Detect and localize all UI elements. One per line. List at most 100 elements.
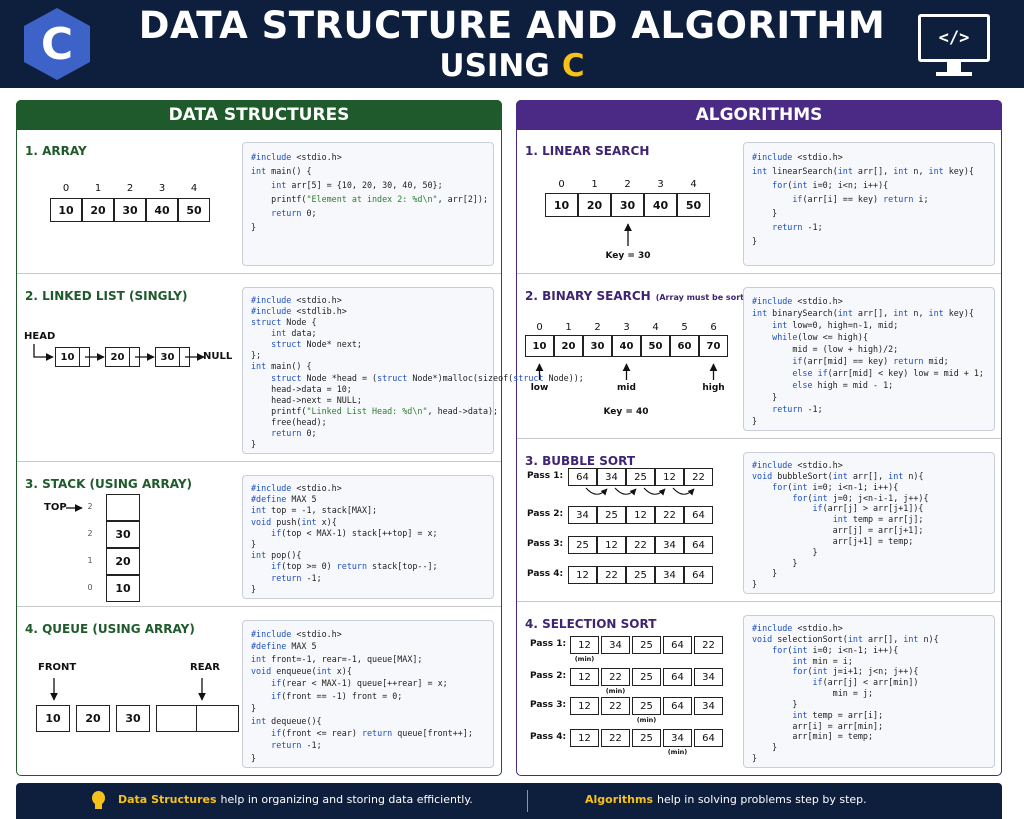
section-title: 4. SELECTION SORT <box>525 617 656 631</box>
code-token: free(head); <box>251 416 327 427</box>
min-note: (min) <box>605 687 626 695</box>
code-token: MAX 5 <box>286 494 317 505</box>
pass-label: Pass 2: <box>527 509 564 519</box>
code-token <box>251 328 271 338</box>
cell: 30 <box>114 198 146 222</box>
code-line: #include <stdio.h> <box>251 483 342 494</box>
code-token: int <box>772 320 788 330</box>
code-token: int <box>752 308 768 318</box>
code-token: } <box>251 438 257 449</box>
code-line: arr[j] = arr[j+1]; <box>752 525 924 536</box>
code-line: return -1; <box>251 739 321 751</box>
code-token: low=0, high=n-1, mid; <box>787 320 899 330</box>
cell: 50 <box>641 335 670 357</box>
code-line: for(int j=0; j<n-i-1, j++){ <box>752 493 928 504</box>
pointer-label: low <box>530 383 549 393</box>
code-token <box>251 691 271 701</box>
code-token <box>752 180 772 190</box>
code-token <box>752 645 772 655</box>
cell: 25 <box>632 729 661 747</box>
index-label: 1 <box>591 179 598 190</box>
code-token <box>752 356 792 366</box>
code-token: if <box>271 727 282 738</box>
code-token: struct <box>251 317 282 328</box>
bulb <box>92 791 105 805</box>
cell: 64 <box>663 697 692 715</box>
header-bar <box>0 0 1024 88</box>
code-token: <stdio.h> <box>792 460 843 470</box>
pass-label: Pass 4: <box>530 732 567 742</box>
code-token: if <box>812 503 823 514</box>
index-label: 2 <box>126 183 134 194</box>
code-line: struct Node* next; <box>251 339 362 350</box>
code-line: return 0; <box>251 206 316 220</box>
cell: 22 <box>626 536 655 554</box>
code-token: -1; <box>301 572 322 583</box>
code-token: #define <box>251 494 287 505</box>
pass-label: Pass 3: <box>530 700 567 710</box>
code-token: } <box>251 222 257 232</box>
cell: 40 <box>612 335 641 357</box>
code-line: return 0; <box>251 427 317 439</box>
code-token <box>251 208 271 218</box>
cell: 22 <box>601 697 630 715</box>
code-line: if(arr[j] > arr[j+1]){ <box>752 503 924 514</box>
cell: 64 <box>684 506 713 524</box>
cell: 64 <box>663 668 692 686</box>
cell: 40 <box>644 193 677 217</box>
index-label: 2 <box>87 529 93 538</box>
cell: 22 <box>684 468 713 486</box>
code-token: (top >= 0) <box>281 561 337 572</box>
code-token: int <box>251 361 267 372</box>
code-token: int <box>792 644 808 655</box>
code-token: Node* next; <box>301 339 362 350</box>
code-token: int <box>832 514 848 525</box>
code-token: int <box>928 308 944 318</box>
code-line: head->next = NULL; <box>251 395 362 406</box>
code-line: } <box>251 439 256 450</box>
code-token: dequeue(){ <box>266 715 322 726</box>
code-token: top = -1, stack[MAX]; <box>266 505 378 516</box>
index-label: 1 <box>94 183 102 194</box>
section-title: 3. BUBBLE SORT <box>525 454 635 468</box>
footer-bold: Algorithms <box>585 793 654 806</box>
code-line: void enqueue(int x){ <box>251 665 352 677</box>
code-token: if <box>792 356 803 366</box>
cell: 20 <box>76 705 110 732</box>
code-token: i=0; i<n; i++){ <box>807 180 889 190</box>
code-line: if(front == -1) front = 0; <box>251 690 402 702</box>
code-token: "Element at index 2: %d\n" <box>306 194 438 204</box>
cell: 34 <box>663 729 692 747</box>
index-label: 2 <box>87 502 93 511</box>
code-line: free(head); <box>251 416 327 428</box>
code-line: if(arr[j] < arr[min]) <box>752 677 919 688</box>
cell: 12 <box>570 729 599 747</box>
code-token: return <box>336 561 367 572</box>
code-line: }; <box>251 350 261 361</box>
code-token <box>251 528 271 538</box>
section-title-text: 3. STACK (USING ARRAY) <box>25 477 193 491</box>
code-line: #include <stdlib.h> <box>251 306 347 317</box>
section-title: 2. LINKED LIST (SINGLY) <box>25 289 187 303</box>
null-label: NULL <box>203 351 233 362</box>
code-token: pop(){ <box>266 550 302 561</box>
code-token: min = j; <box>752 688 874 699</box>
code-token: n){ <box>918 633 939 644</box>
code-line: if(top >= 0) return stack[top--]; <box>251 561 437 572</box>
index-label: 0 <box>558 179 565 190</box>
code-token: return <box>893 356 924 366</box>
code-line: mid = (low + high)/2; <box>752 343 898 355</box>
code-token: for <box>772 180 788 190</box>
code-token: push( <box>271 516 302 527</box>
footer-bar <box>16 783 1002 819</box>
cell: 50 <box>178 198 210 222</box>
code-token: }; <box>251 350 262 361</box>
code-token: 0; <box>301 427 317 438</box>
code-token: while <box>772 332 798 342</box>
pass-label: Pass 2: <box>530 671 567 681</box>
code-token: main() { <box>266 361 312 372</box>
code-token: } <box>752 208 778 218</box>
code-token: <stdio.h> <box>792 152 843 162</box>
code-token: arr[j+1] = temp; <box>752 535 914 546</box>
code-token: int <box>792 481 808 492</box>
